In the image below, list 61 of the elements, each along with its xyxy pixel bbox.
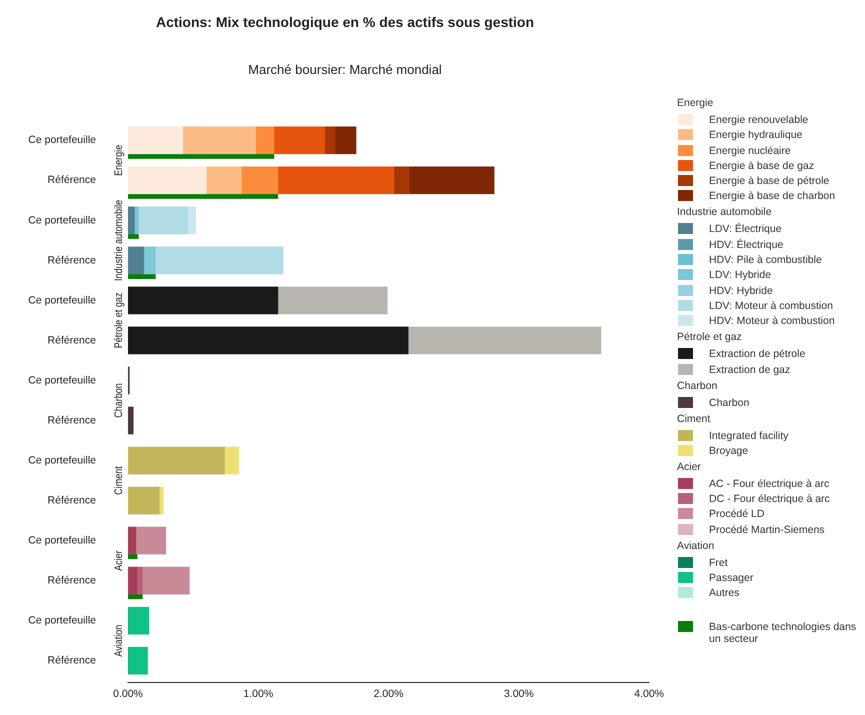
legend-label: Fret — [709, 556, 728, 569]
legend-label: Energie hydraulique — [709, 129, 802, 142]
legend-label: Procédé Martin-Siemens — [709, 524, 825, 536]
x-tick-label: 1.00% — [243, 688, 274, 700]
legend-label: Autres — [709, 587, 740, 600]
legend-label: Charbon — [709, 396, 750, 409]
legend-label: LDV: Hybride — [709, 269, 772, 282]
legend-label: Integrated facility — [709, 430, 788, 442]
x-tick-label: 2.00% — [374, 688, 404, 700]
legend-label: Energie à base de gaz — [709, 160, 814, 172]
legend-label: AC - Four électrique à arc — [709, 478, 830, 490]
y-tick-label: Ce portefeuille — [28, 374, 96, 386]
y-tick-label: Référence — [48, 174, 96, 186]
text: Ciment — [677, 412, 710, 425]
legend-label: Bas-carbone technologies dans un secteur — [709, 620, 858, 645]
text: Pétrole et gaz — [113, 292, 126, 348]
y-tick-label: Ce portefeuille — [28, 614, 96, 627]
legend-label: Passager — [709, 572, 754, 584]
text: Industrie automobile — [677, 206, 772, 218]
y-tick-label: Référence — [48, 334, 96, 346]
legend-label: Energie renouvelable — [709, 114, 808, 126]
y-tick-label: Référence — [48, 494, 96, 506]
text: Aviation — [677, 540, 714, 552]
y-tick-label: Ce portefeuille — [28, 214, 96, 226]
y-tick-label: Référence — [48, 574, 96, 587]
y-tick-label: Ce portefeuille — [28, 294, 96, 306]
chart-title: Actions: Mix technologique en % des actifs sous gestion — [154, 13, 536, 32]
text: Energie — [677, 97, 714, 109]
text: Energie — [113, 144, 126, 176]
legend-label: DC - Four électrique à arc — [709, 493, 830, 506]
y-tick-label: Ce portefeuille — [28, 534, 96, 546]
y-tick-label: Ce portefeuille — [28, 454, 96, 466]
text: Charbon — [677, 380, 718, 392]
legend-label: Extraction de pétrole — [709, 348, 806, 360]
text: Aviation — [113, 624, 126, 657]
text: Acier — [113, 550, 126, 571]
legend-label: LDV: Moteur à combustion — [709, 300, 833, 312]
legend-label: HDV: Électrique — [709, 238, 784, 251]
legend-label: HDV: Pile à combustible — [709, 254, 822, 266]
legend-label: HDV: Moteur à combustion — [709, 315, 835, 328]
legend-label: LDV: Électrique — [709, 223, 782, 236]
x-tick-label: 4.00% — [634, 688, 664, 700]
text: Ciment — [113, 466, 126, 495]
y-tick-label: Ce portefeuille — [28, 134, 96, 146]
x-tick-label: 3.00% — [504, 688, 534, 700]
legend-label: Procédé LD — [709, 508, 764, 520]
text: Pétrole et gaz — [677, 331, 742, 344]
y-tick-label: Référence — [48, 254, 96, 266]
legend-label: Extraction de gaz — [709, 364, 790, 376]
text: Acier — [677, 460, 701, 473]
legend-label: Energie à base de charbon — [709, 190, 836, 202]
legend-label: HDV: Hybride — [709, 284, 773, 297]
legend-label: Broyage — [709, 444, 748, 457]
text: Industrie automobile — [113, 199, 126, 281]
y-tick-label: Référence — [48, 414, 96, 426]
chart-subtitle: Marché boursier: Marché mondial — [247, 62, 443, 77]
y-tick-label: Référence — [48, 654, 96, 667]
text: Charbon — [113, 383, 126, 418]
legend-label: Energie à base de pétrole — [709, 175, 830, 188]
legend-label: Energie nucléaire — [709, 144, 791, 157]
x-tick-label: 0.00% — [113, 688, 143, 700]
